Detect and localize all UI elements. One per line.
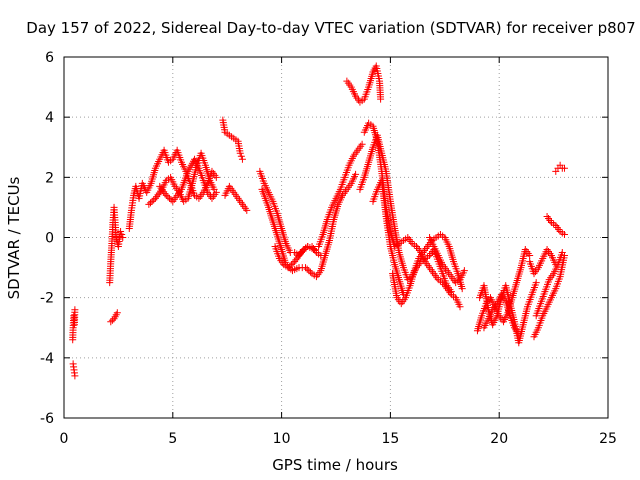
y-tick-label: 6 <box>45 50 54 66</box>
x-axis-label: GPS time / hours <box>272 456 398 474</box>
data-point <box>238 155 246 163</box>
data-point <box>287 261 295 269</box>
data-point <box>284 264 292 272</box>
data-point <box>71 372 79 380</box>
data-point <box>113 309 121 317</box>
y-tick-label: -2 <box>40 291 54 307</box>
data-point <box>295 252 303 260</box>
x-tick-label: 25 <box>599 431 617 447</box>
data-point <box>154 191 162 199</box>
data-point <box>532 279 540 287</box>
data-point <box>236 149 244 157</box>
data-point <box>151 194 159 202</box>
data-point <box>296 250 304 258</box>
data-point <box>291 258 299 266</box>
y-tick-label: 4 <box>45 110 54 126</box>
data-point <box>161 190 169 198</box>
data-point <box>164 193 172 201</box>
data-point <box>560 164 568 172</box>
data-point <box>297 249 305 257</box>
data-point <box>160 188 168 196</box>
data-point <box>243 206 251 214</box>
x-tick-label: 20 <box>490 431 508 447</box>
data-point <box>166 194 174 202</box>
data-point <box>460 267 468 275</box>
data-point <box>292 256 300 264</box>
data-point <box>108 316 116 324</box>
data-point <box>303 265 311 273</box>
data-point <box>118 230 126 238</box>
axis-ticks: 0 5 10 15 20 25 -6 -4 -2 0 2 4 6 <box>40 50 617 447</box>
data-point <box>146 199 154 207</box>
data-point <box>399 291 407 299</box>
data-point <box>302 244 310 252</box>
data-point <box>212 188 220 196</box>
data-points <box>69 62 568 380</box>
data-point <box>305 267 313 275</box>
data-point <box>71 306 79 314</box>
data-point <box>148 197 156 205</box>
data-point <box>119 234 127 241</box>
data-point <box>300 246 308 254</box>
data-point <box>167 196 175 204</box>
data-point <box>145 200 153 208</box>
data-point <box>306 268 314 276</box>
data-point <box>299 247 307 255</box>
data-point <box>155 189 163 197</box>
data-point <box>558 249 566 257</box>
data-point <box>560 230 568 238</box>
y-tick-label: -6 <box>40 411 54 427</box>
data-point <box>153 193 161 201</box>
x-tick-label: 0 <box>60 431 69 447</box>
data-point <box>358 140 366 148</box>
data-point <box>157 184 165 192</box>
data-point <box>352 170 360 178</box>
data-point <box>158 186 166 194</box>
chart-title: Day 157 of 2022, Sidereal Day-to-day VTE… <box>26 19 635 37</box>
y-axis-label: SDTVAR / TECUs <box>5 176 23 299</box>
data-point <box>107 318 115 326</box>
data-point <box>458 285 466 293</box>
data-point <box>156 182 164 190</box>
plot-frame <box>63 56 609 419</box>
data-point <box>237 152 245 160</box>
y-tick-label: 0 <box>45 231 54 247</box>
data-point <box>302 264 310 272</box>
x-tick-label: 10 <box>273 431 291 447</box>
data-point <box>526 252 534 260</box>
data-point <box>286 262 294 270</box>
y-tick-label: -4 <box>40 351 54 367</box>
data-point <box>117 227 125 235</box>
data-point <box>150 196 158 204</box>
data-point <box>293 254 301 262</box>
data-point <box>377 95 385 103</box>
data-point <box>212 173 220 181</box>
data-point <box>552 261 560 269</box>
data-point <box>162 191 170 199</box>
data-point <box>289 259 297 267</box>
y-tick-label: 2 <box>45 170 54 186</box>
x-tick-label: 5 <box>168 431 177 447</box>
x-tick-label: 15 <box>381 431 399 447</box>
data-point <box>456 303 464 311</box>
grid-lines <box>64 57 608 418</box>
data-point <box>310 246 318 254</box>
data-point <box>515 330 523 338</box>
